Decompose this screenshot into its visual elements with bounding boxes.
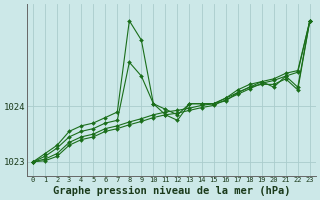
- X-axis label: Graphe pression niveau de la mer (hPa): Graphe pression niveau de la mer (hPa): [53, 186, 290, 196]
